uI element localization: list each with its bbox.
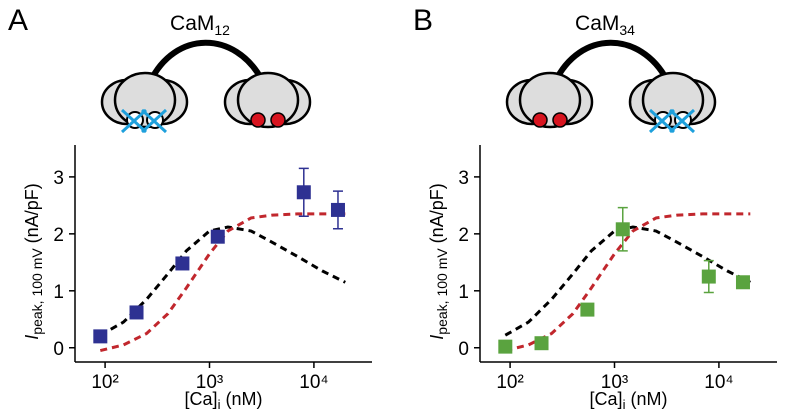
data-point — [701, 269, 716, 284]
fit-curve — [99, 212, 346, 353]
data-point — [175, 256, 190, 271]
data-point — [615, 222, 630, 237]
data-point — [498, 339, 513, 354]
panel-letter: B — [413, 4, 433, 37]
x-axis-label: [Ca]i (nM) — [185, 389, 263, 412]
y-label-main: I — [427, 335, 447, 340]
cam-icon-b — [505, 39, 717, 134]
fit-curve — [99, 225, 346, 337]
cam-icon-a — [100, 39, 312, 134]
y-axis-label: Ipeak, 100 mV (nA/pF) — [22, 183, 45, 339]
data-point — [210, 229, 225, 244]
lobe — [641, 71, 705, 129]
mutation-x — [120, 108, 168, 134]
x-label-subscript: i — [218, 397, 221, 412]
y-tick-label: 1 — [53, 282, 64, 303]
title-main: CaM — [170, 12, 214, 35]
y-label-main: I — [22, 335, 42, 340]
data-point — [735, 275, 750, 290]
ca-ion — [532, 112, 548, 128]
x-axis-label: [Ca]i (nM) — [590, 389, 668, 412]
data-point — [129, 305, 144, 320]
mutation-x — [648, 108, 696, 134]
data-point — [330, 202, 345, 217]
x-tick-label: 10⁴ — [299, 372, 328, 393]
data-point — [534, 336, 549, 351]
ca-ion — [552, 112, 568, 128]
panel-letter: A — [8, 4, 28, 37]
chart-title: CaM12 — [170, 12, 230, 38]
x-label-main: [Ca] — [590, 389, 623, 409]
title-main: CaM — [575, 12, 619, 35]
y-tick-label: 2 — [458, 225, 469, 246]
x-label-unit: (nM) — [225, 389, 262, 409]
title-subscript: 12 — [214, 22, 230, 38]
x-label-unit: (nM) — [630, 389, 667, 409]
linker — [552, 39, 670, 84]
y-tick-label: 2 — [53, 225, 64, 246]
title-subscript: 34 — [619, 22, 635, 38]
y-tick-label: 0 — [458, 339, 469, 360]
x-tick-label: 10² — [496, 372, 523, 393]
linker — [147, 39, 265, 84]
x-label-main: [Ca] — [185, 389, 218, 409]
y-tick-label: 3 — [53, 168, 64, 189]
y-tick-label: 3 — [458, 168, 469, 189]
y-label-unit: (nA/pF) — [427, 183, 447, 243]
ca-ion — [270, 112, 286, 128]
y-tick-label: 1 — [458, 282, 469, 303]
data-point — [580, 302, 595, 317]
y-axis-label: Ipeak, 100 mV (nA/pF) — [427, 183, 450, 339]
ca-ion — [250, 112, 266, 128]
x-tick-label: 10⁴ — [704, 372, 733, 393]
lobe — [236, 71, 300, 129]
y-label-subscript: peak, 100 mV — [434, 248, 450, 335]
y-label-unit: (nA/pF) — [22, 183, 42, 243]
y-label-subscript: peak, 100 mV — [29, 248, 45, 335]
x-tick-label: 10³ — [601, 372, 628, 393]
data-point — [296, 185, 311, 200]
panel: B CaM34 0 1 2 3 10² 10³ 10⁴ Ipeak, 100 mV (nA/pF) [… — [413, 4, 777, 412]
lobe — [113, 71, 177, 129]
x-tick-label: 10² — [91, 372, 118, 393]
x-tick-label: 10³ — [196, 372, 223, 393]
data-point — [93, 329, 108, 344]
x-label-subscript: i — [623, 397, 626, 412]
y-tick-label: 0 — [53, 339, 64, 360]
lobe — [518, 71, 582, 129]
chart-title: CaM34 — [575, 12, 635, 38]
